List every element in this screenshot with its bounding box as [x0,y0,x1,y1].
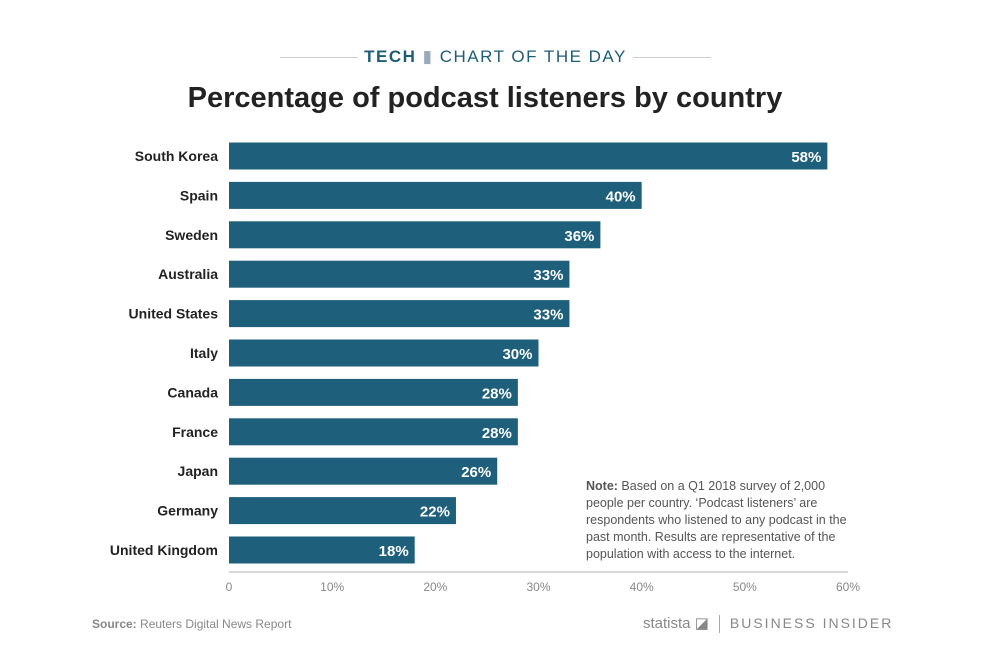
value-label: 58% [791,149,821,166]
category-label: Italy [190,345,218,361]
statista-icon: ◪ [694,615,709,632]
value-label: 28% [482,425,512,442]
bar [229,536,415,564]
x-tick-label: 60% [836,580,860,594]
value-label: 18% [379,543,409,560]
value-label: 33% [533,307,563,324]
business-insider-logo: BUSINESS INSIDER [729,615,894,631]
x-tick-label: 30% [526,580,550,594]
source: Source: Reuters Digital News Report [92,617,291,631]
value-label: 33% [533,267,563,284]
value-label: 36% [564,228,594,245]
category-label: Spain [180,187,218,203]
value-label: 30% [502,346,532,363]
value-label: 28% [482,385,512,402]
bar [229,260,570,288]
x-tick-label: 20% [423,580,447,594]
bar [229,300,570,328]
kicker-text: CHART OF THE DAY [439,47,627,66]
bar [229,457,498,485]
x-tick-label: 50% [733,580,757,594]
bar [229,142,828,170]
source-label: Source: [92,617,137,631]
note: Note: Based on a Q1 2018 survey of 2,000… [586,478,856,563]
bar [229,497,456,525]
category-label: Japan [178,463,218,479]
bar [229,339,539,367]
bar-chart-icon: ▮ [422,47,434,66]
category-label: South Korea [135,148,218,164]
x-tick-label: 40% [630,580,654,594]
category-label: France [172,424,218,440]
kicker-tech: TECH [364,47,417,66]
category-label: United Kingdom [110,542,218,558]
note-text: Based on a Q1 2018 survey of 2,000 peopl… [586,479,847,561]
category-label: Sweden [165,227,218,243]
note-label: Note: [586,479,618,493]
value-label: 26% [461,464,491,481]
x-tick-label: 0 [226,580,233,594]
category-label: Germany [157,503,218,519]
statista-logo: statista [643,615,691,632]
bar [229,221,601,249]
category-label: United States [129,306,219,322]
value-label: 40% [606,188,636,205]
category-label: Australia [158,266,218,282]
bar [229,418,518,446]
source-text: Reuters Digital News Report [136,617,292,631]
value-label: 22% [420,504,450,521]
category-label: Canada [167,384,218,400]
chart-title: Percentage of podcast listeners by count… [187,82,783,114]
brand: statista ◪ BUSINESS INSIDER [643,614,894,634]
kicker: TECH ▮ CHART OF THE DAY [0,47,991,67]
bar [229,378,518,406]
x-tick-label: 10% [320,580,344,594]
bar [229,181,642,209]
